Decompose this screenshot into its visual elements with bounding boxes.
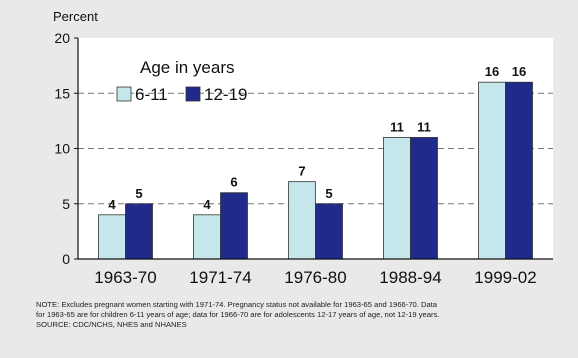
x-tick-label: 1976-80 (284, 268, 346, 287)
data-label: 16 (485, 64, 499, 79)
bar-12-19-1971-74 (220, 192, 248, 260)
data-label: 4 (108, 197, 116, 212)
footnote: NOTE: Excludes pregnant women starting w… (36, 300, 566, 330)
data-label: 11 (417, 119, 431, 134)
data-label: 6 (230, 175, 237, 190)
legend-swatch (116, 86, 132, 102)
data-label: 5 (325, 186, 332, 201)
bar-6-11-1976-80 (288, 181, 316, 260)
gridlines (78, 92, 553, 205)
x-axis-ticks: 1963-70 1971-74 1976-80 1988-94 1999-02 (94, 268, 536, 287)
y-axis-title: Percent (53, 9, 98, 24)
axes (77, 38, 553, 260)
bar-6-11-1988-94 (383, 137, 411, 260)
bars (98, 81, 533, 260)
y-tick-label: 0 (62, 251, 70, 267)
y-tick-label: 10 (54, 141, 70, 157)
bar-12-19-1988-94 (410, 137, 438, 260)
x-tick-label: 1999-02 (474, 268, 536, 287)
x-tick-label: 1988-94 (379, 268, 441, 287)
x-tick-label: 1963-70 (94, 268, 156, 287)
data-label: 4 (203, 197, 211, 212)
data-label: 7 (298, 164, 305, 179)
note-line: SOURCE: CDC/NCHS, NHES and NHANES (36, 320, 187, 329)
data-label: 16 (512, 64, 526, 79)
y-tick-label: 5 (62, 196, 70, 212)
bar-12-19-1963-70 (125, 203, 153, 260)
y-tick-label: 15 (54, 85, 70, 101)
legend-label: 12-19 (204, 85, 247, 104)
legend-swatch (185, 86, 201, 102)
data-label: 11 (390, 119, 404, 134)
note-line: for 1963-65 are for children 6-11 years … (36, 310, 440, 319)
bar-6-11-1963-70 (98, 214, 126, 260)
legend-label: 6-11 (135, 85, 168, 104)
legend: Age in years 6-11 12-19 (116, 58, 247, 104)
bar-6-11-1971-74 (193, 214, 221, 260)
legend-title: Age in years (140, 58, 235, 77)
y-axis-ticks: 0 5 10 15 20 (54, 30, 78, 267)
bar-12-19-1976-80 (315, 203, 343, 260)
data-labels: 4 5 4 6 7 5 11 11 16 16 (108, 64, 526, 212)
bar-6-11-1999-02 (478, 81, 506, 260)
note-line: NOTE: Excludes pregnant women starting w… (36, 300, 438, 309)
data-label: 5 (135, 186, 142, 201)
bar-12-19-1999-02 (505, 81, 533, 260)
y-tick-label: 20 (54, 30, 70, 46)
x-tick-label: 1971-74 (189, 268, 251, 287)
